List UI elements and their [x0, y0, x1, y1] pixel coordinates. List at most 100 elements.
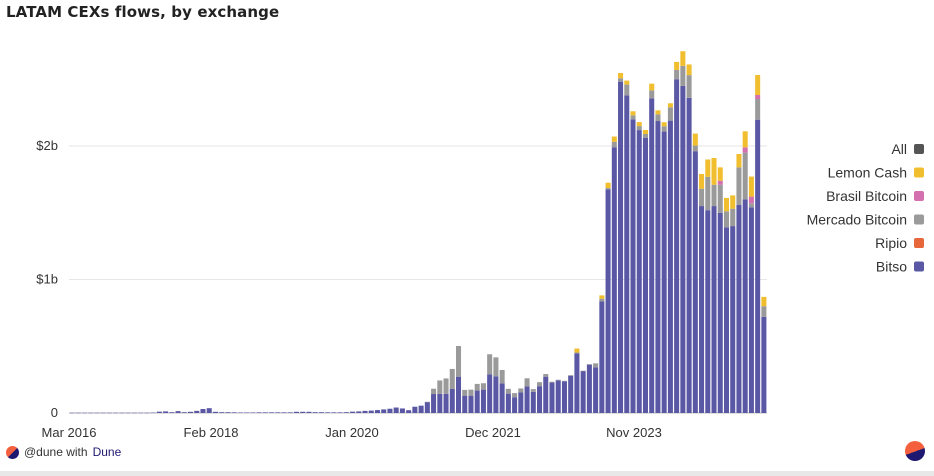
- bar-segment: [474, 383, 480, 391]
- x-tick-label: Nov 2023: [606, 425, 662, 440]
- bar-segment: [680, 51, 686, 66]
- legend-item[interactable]: Bitso: [876, 259, 924, 275]
- bar-segment: [518, 392, 524, 413]
- bar-segment: [686, 97, 692, 413]
- bar-segment: [443, 378, 449, 394]
- bar-segment: [649, 98, 655, 413]
- legend-label: Brasil Bitcoin: [826, 188, 907, 204]
- legend-label: Lemon Cash: [828, 165, 907, 181]
- bar-segment: [674, 61, 680, 70]
- bar-segment: [730, 208, 736, 227]
- bar-segment: [537, 382, 543, 387]
- bar-segment: [200, 409, 206, 413]
- bar-segment: [699, 174, 705, 189]
- bar-segment: [543, 376, 549, 413]
- bar-segment: [555, 380, 561, 413]
- bar-segment: [424, 402, 430, 413]
- bar-segment: [642, 133, 648, 138]
- bar-segment: [269, 412, 275, 413]
- bar-segment: [175, 411, 181, 413]
- bar-segment: [649, 90, 655, 99]
- bar-segment: [293, 411, 299, 413]
- bar-segment: [730, 226, 736, 413]
- bar-segment: [611, 147, 617, 413]
- legend-swatch: [914, 144, 924, 154]
- bar-segment: [524, 378, 530, 387]
- bar-segment: [692, 145, 698, 152]
- bar-segment: [350, 411, 356, 413]
- bar-segment: [106, 412, 113, 414]
- bar-segment: [649, 83, 655, 91]
- bar-segment: [624, 95, 630, 414]
- bar-segment: [605, 182, 611, 189]
- legend-label: Mercado Bitcoin: [807, 212, 907, 228]
- bar-segment: [150, 412, 156, 414]
- bar-segment: [748, 203, 754, 208]
- bar-segment: [356, 411, 362, 413]
- bar-segment: [561, 381, 567, 413]
- dune-corner-logo-icon[interactable]: [905, 441, 925, 461]
- legend-item[interactable]: Lemon Cash: [828, 165, 924, 181]
- legend-item[interactable]: Mercado Bitcoin: [807, 212, 924, 228]
- bar-segment: [655, 114, 661, 122]
- bar-segment: [262, 412, 268, 413]
- bar-segment: [94, 412, 100, 414]
- bar-segment: [462, 395, 468, 413]
- bar-segment: [605, 189, 611, 413]
- bar-segment: [194, 410, 200, 413]
- legend-swatch: [914, 191, 924, 201]
- bar-segment: [736, 167, 742, 205]
- bar-segment: [318, 412, 324, 413]
- bar-segment: [144, 412, 150, 414]
- bar-segment: [443, 393, 449, 413]
- bar-segment: [300, 411, 306, 413]
- bar-segment: [113, 412, 119, 414]
- bar-segment: [599, 295, 605, 299]
- bar-segment: [593, 367, 599, 413]
- legend-item[interactable]: Ripio: [875, 235, 924, 251]
- bar-segment: [723, 227, 730, 413]
- bar-segment: [705, 176, 711, 211]
- bar-segment: [624, 84, 630, 96]
- legend-item[interactable]: Brasil Bitcoin: [826, 188, 924, 204]
- bar-segment: [530, 391, 536, 413]
- legend-item[interactable]: All: [891, 141, 924, 157]
- legend[interactable]: All Lemon Cash Brasil Bitcoin Mercado Bitco…: [807, 141, 924, 275]
- x-tick-label: Mar 2016: [42, 425, 97, 440]
- bar-segment: [568, 375, 574, 413]
- bar-segment: [692, 151, 698, 413]
- bar-segment: [761, 316, 767, 413]
- bar-segment: [82, 412, 88, 414]
- bar-segment: [125, 412, 131, 414]
- bar-segment: [742, 199, 748, 413]
- bar-segment: [493, 376, 499, 413]
- bar-segment: [406, 410, 412, 413]
- bar-segment: [636, 126, 642, 131]
- bar-segment: [487, 374, 493, 413]
- dune-link[interactable]: Dune: [92, 445, 122, 459]
- bar-segment: [244, 412, 250, 413]
- bar-segment: [555, 379, 561, 381]
- bar-segment: [686, 75, 692, 98]
- bar-segment: [212, 411, 218, 413]
- bar-segment: [169, 412, 175, 413]
- bar-segment: [761, 296, 767, 307]
- bar-segment: [723, 211, 730, 228]
- bar-segment: [530, 389, 536, 392]
- y-axis: 0 $1b $2b: [36, 138, 58, 420]
- bar-segment: [618, 78, 624, 82]
- bar-segment: [331, 412, 337, 413]
- bar-segment: [618, 81, 624, 414]
- bar-segment: [156, 411, 162, 413]
- bar-segment: [431, 388, 437, 395]
- footer-handle: @dune with: [24, 445, 88, 459]
- bar-segment: [667, 107, 673, 121]
- bar-segment: [667, 120, 673, 413]
- bar-segment: [487, 354, 493, 375]
- bar-segment: [181, 412, 187, 413]
- bar-segment: [593, 363, 599, 368]
- bar-segment: [674, 69, 680, 80]
- bar-segment: [381, 409, 387, 413]
- legend-swatch: [914, 214, 924, 225]
